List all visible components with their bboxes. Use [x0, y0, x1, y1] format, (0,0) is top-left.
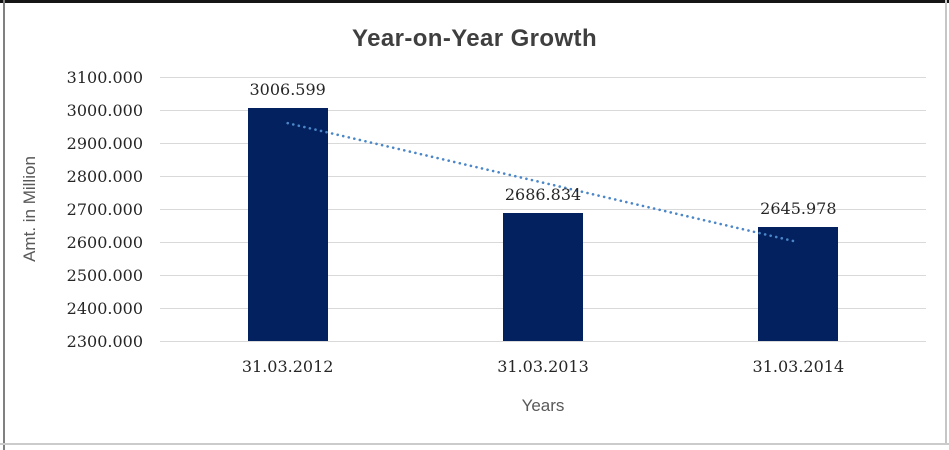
- frame-border-left: [3, 0, 5, 450]
- y-tick-label: 2900.000: [66, 134, 143, 153]
- frame-border-right: [945, 0, 947, 443]
- x-tick-label: 31.03.2012: [241, 357, 334, 376]
- y-axis-ticks: 2300.000 2400.000 2500.000 2600.000 2700.000…: [0, 68, 143, 351]
- chart-title: Year-on-Year Growth: [352, 25, 597, 52]
- y-tick-label: 2300.000: [66, 332, 143, 351]
- y-tick-label: 2800.000: [66, 167, 143, 186]
- bar-data-label: 3006.599: [249, 79, 326, 99]
- gridline: [160, 341, 926, 342]
- bar: [758, 226, 839, 341]
- x-axis-label: Years: [521, 396, 565, 415]
- x-tick-label: 31.03.2014: [752, 357, 845, 376]
- y-tick-label: 3100.000: [66, 68, 143, 87]
- y-tick-label: 2700.000: [66, 200, 143, 219]
- y-tick-label: 3000.000: [66, 101, 143, 120]
- bar: [247, 107, 328, 341]
- y-tick-label: 2400.000: [66, 299, 143, 318]
- y-tick-label: 2600.000: [66, 233, 143, 252]
- plot-area: 3006.599 2686.834 2645.978: [160, 77, 926, 342]
- x-axis-ticks: 31.03.2012 31.03.2013 31.03.2014: [160, 357, 926, 379]
- y-tick-label: 2500.000: [66, 266, 143, 285]
- bar-data-label: 2645.978: [760, 198, 837, 218]
- y-axis-label: Amt. in Million: [20, 156, 39, 262]
- frame-border-bottom: [0, 443, 949, 445]
- gridline: [160, 77, 926, 78]
- bar: [503, 213, 583, 341]
- bar-data-label: 2686.834: [504, 185, 582, 205]
- gridline: [160, 110, 926, 111]
- x-tick-label: 31.03.2013: [497, 357, 589, 376]
- y-axis-label-wrap: Amt. in Million: [0, 77, 60, 341]
- frame-border-top: [0, 0, 949, 3]
